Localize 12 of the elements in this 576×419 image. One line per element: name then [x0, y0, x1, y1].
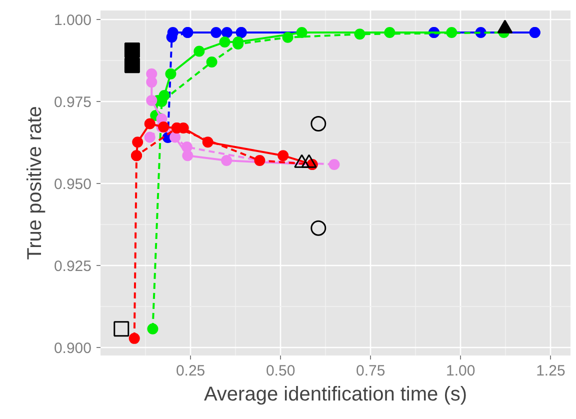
x-axis-title: Average identification time (s) [204, 384, 468, 406]
x-tick-label: 0.75 [356, 362, 386, 380]
x-tick-label: 1.00 [446, 362, 476, 380]
y-tick-label: 0.975 [54, 94, 92, 111]
y-tick-label: 0.950 [54, 176, 92, 193]
y-tick-label: 1.000 [54, 12, 92, 29]
y-tick-label: 0.925 [54, 258, 92, 276]
y-tick-label: 0.900 [54, 340, 92, 358]
x-tick-label: 1.25 [536, 362, 566, 380]
x-tick-label: 0.50 [266, 362, 296, 380]
y-axis-title: True positive rate [24, 106, 46, 260]
x-tick-label: 0.25 [176, 362, 206, 380]
